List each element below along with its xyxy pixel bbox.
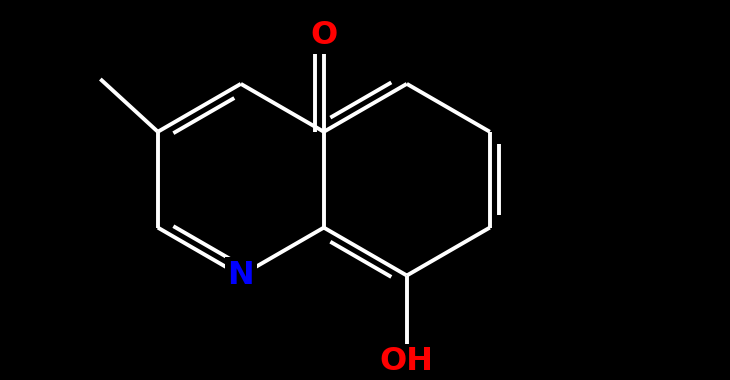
Text: O: O <box>310 21 337 51</box>
Text: OH: OH <box>380 346 434 377</box>
Text: N: N <box>228 260 254 291</box>
